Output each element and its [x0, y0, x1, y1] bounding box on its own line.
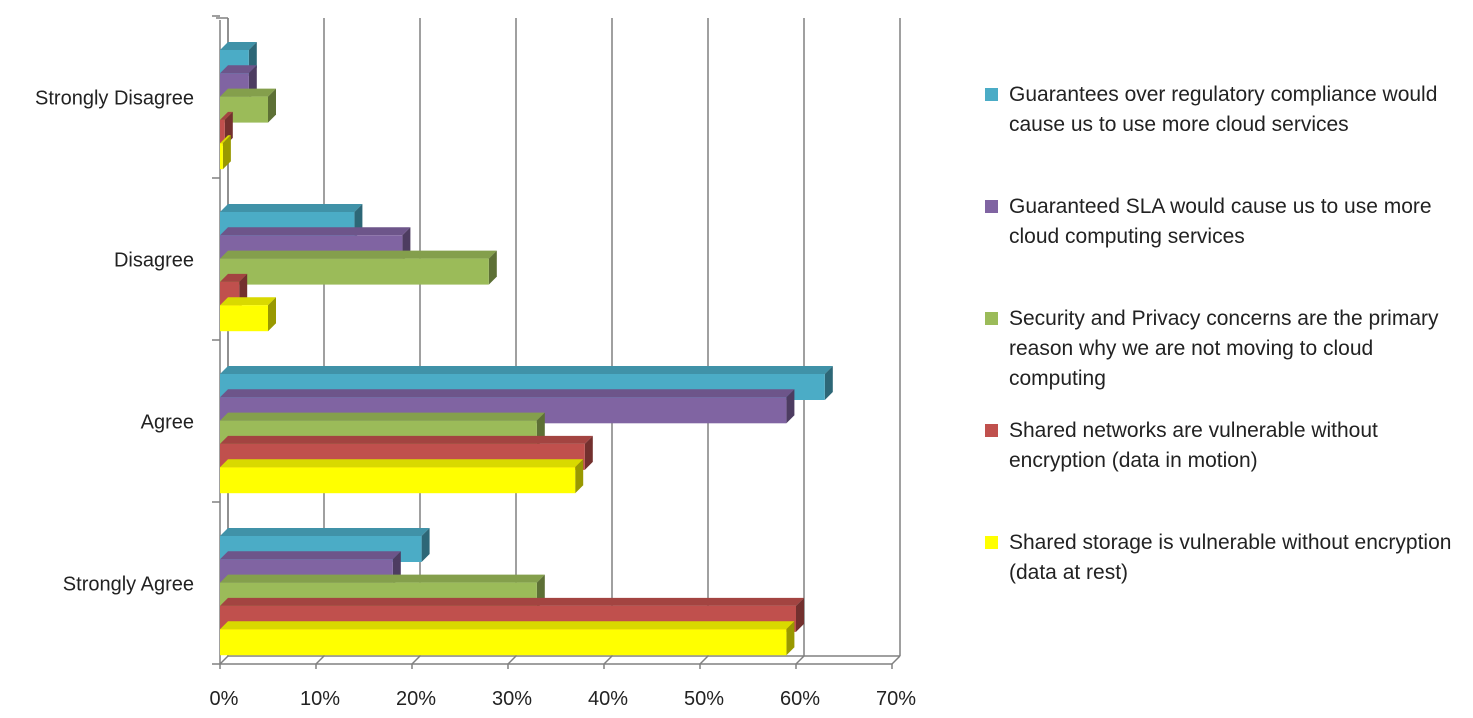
bar-top-face	[220, 551, 401, 560]
bar-top-face	[220, 435, 593, 444]
bar	[220, 143, 223, 170]
x-tick-label: 20%	[396, 688, 436, 710]
bar-side-face	[786, 621, 795, 656]
bar-side-face	[575, 459, 584, 494]
bar	[220, 467, 576, 494]
bar	[220, 305, 268, 332]
x-tick-label: 60%	[780, 688, 820, 710]
bar-top-face	[220, 528, 430, 536]
x-tick-label: 30%	[492, 688, 532, 710]
floor-line	[315, 655, 325, 665]
legend-label: Guarantees over regulatory compliance wo…	[1009, 83, 1438, 136]
bar-top-face	[220, 297, 276, 306]
floor-line	[603, 655, 613, 665]
x-tick-label: 10%	[300, 688, 340, 710]
bar-top-face	[220, 459, 584, 468]
legend-swatch	[985, 200, 998, 213]
bar-top-face	[220, 227, 411, 236]
bar-side-face	[222, 135, 231, 170]
legend-label: Shared storage is vulnerable without enc…	[1009, 531, 1452, 584]
bar-top-face	[220, 88, 276, 97]
x-tick-label: 70%	[876, 688, 916, 710]
floor-line	[411, 655, 421, 665]
bar-side-face	[421, 528, 430, 562]
bar-top-face	[220, 366, 833, 374]
bar-side-face	[824, 366, 833, 400]
x-tick-label: 0%	[210, 688, 239, 710]
legend-swatch	[985, 424, 998, 437]
category-label: Agree	[141, 411, 194, 433]
bar-top-face	[220, 111, 233, 120]
bar	[220, 119, 225, 146]
bar-top-face	[220, 204, 363, 212]
bar-top-face	[220, 597, 804, 606]
bar-side-face	[488, 250, 497, 285]
bar-top-face	[220, 135, 231, 144]
bar-top-face	[220, 621, 795, 630]
category-label: Strongly Disagree	[35, 87, 194, 109]
legend-swatch	[985, 536, 998, 549]
bar-top-face	[220, 574, 545, 583]
category-label: Disagree	[114, 249, 194, 271]
floor-line	[795, 655, 805, 665]
bar-top-face	[220, 412, 545, 421]
floor-line	[219, 655, 229, 665]
bar-side-face	[268, 88, 276, 123]
bar-top-face	[220, 250, 497, 259]
bar-side-face	[786, 389, 795, 424]
legend-label: Security and Privacy concerns are the pr…	[1009, 307, 1439, 390]
floor-line	[891, 655, 901, 665]
bar	[220, 258, 489, 285]
bar-top-face	[220, 273, 248, 282]
x-tick-label: 40%	[588, 688, 628, 710]
legend-label: Guaranteed SLA would cause us to use mor…	[1009, 195, 1432, 248]
bar-top-face	[220, 65, 257, 74]
category-label: Strongly Agree	[63, 573, 194, 595]
bar-side-face	[584, 435, 593, 470]
bar	[220, 629, 787, 656]
bar-side-face	[796, 597, 804, 632]
bar-top-face	[220, 42, 257, 50]
bar-top-face	[220, 389, 795, 398]
x-tick-label: 50%	[684, 688, 724, 710]
legend-swatch	[985, 88, 998, 101]
floor-line	[507, 655, 517, 665]
legend-label: Shared networks are vulnerable without e…	[1009, 419, 1378, 472]
legend-swatch	[985, 312, 998, 325]
floor-line	[699, 655, 709, 665]
bar-side-face	[268, 297, 276, 332]
